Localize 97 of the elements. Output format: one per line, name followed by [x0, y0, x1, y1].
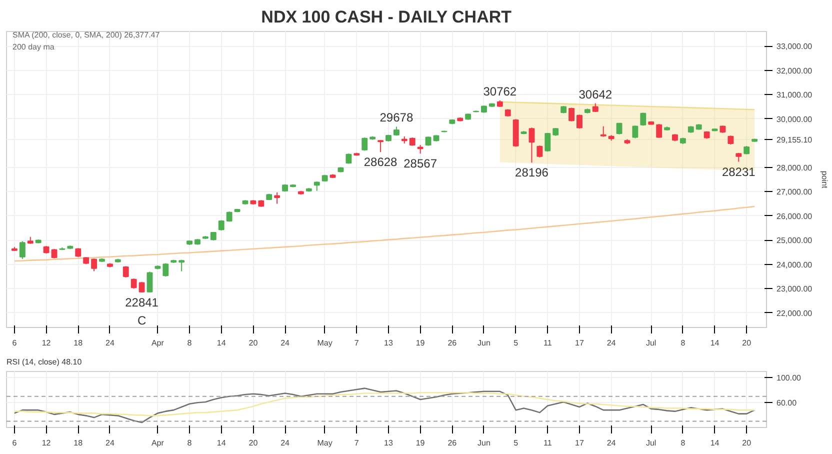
x-tick-label: 11: [544, 338, 552, 348]
x-tick-label: 17: [575, 338, 584, 348]
candlestick: [656, 123, 662, 138]
y-tick-label: 27,000.00: [776, 188, 813, 197]
candlestick: [425, 136, 432, 146]
annotation: 30762: [483, 84, 517, 98]
x-tick-label: 8: [680, 338, 686, 348]
x-tick-label: 7: [354, 338, 360, 348]
annotation: 28196: [515, 166, 549, 180]
x-tick-label: 19: [416, 438, 426, 448]
x-tick-label: May: [317, 338, 332, 348]
candlestick: [378, 140, 384, 153]
x-tick-label: 12: [42, 338, 52, 348]
candlestick: [162, 262, 169, 278]
y-tick-label: 24,000.00: [776, 260, 813, 270]
x-tick-label: 14: [710, 338, 720, 348]
x-tick-label: 18: [74, 338, 84, 348]
x-tick-label: 20: [248, 338, 258, 348]
y-tick-label: 32,000.00: [776, 66, 813, 76]
line-series: [499, 101, 756, 110]
x-tick-label: 11: [544, 438, 552, 448]
y-tick-label: 60.00: [776, 398, 798, 408]
candlestick: [362, 137, 368, 152]
candlestick: [314, 180, 320, 192]
x-tick-label: 24: [280, 438, 290, 448]
candlestick: [544, 132, 551, 152]
candlestick: [600, 126, 606, 138]
x-tick-label: 20: [742, 438, 752, 448]
annotation: 28231: [722, 164, 756, 179]
annotation: 28567: [404, 156, 438, 171]
x-tick-label: Jul: [646, 438, 656, 448]
annotation: C: [137, 314, 146, 328]
annotation: 200 day ma: [12, 42, 55, 52]
annotation: 30642: [578, 87, 612, 102]
x-tick-label: 24: [106, 338, 115, 348]
x-tick-label: May: [317, 438, 332, 448]
candlestick: [19, 240, 26, 260]
candlestick: [568, 107, 574, 122]
x-tick-label: 12: [42, 438, 52, 448]
x-tick-label: 8: [680, 438, 686, 448]
x-tick-label: 24: [280, 338, 290, 348]
x-tick-label: 20: [248, 438, 258, 448]
x-tick-label: 5: [514, 338, 519, 348]
candlestick: [51, 248, 58, 259]
y-tick-label: 100.00: [776, 374, 802, 383]
y-tick-label: 26,000.00: [776, 212, 813, 221]
y-tick-label: 33,000.00: [776, 42, 813, 52]
x-tick-label: Jun: [478, 338, 490, 348]
x-tick-label: 14: [216, 338, 226, 348]
annotation: 28628: [364, 155, 398, 170]
chart-title: RSI (14, close) 48.10: [6, 358, 82, 366]
x-tick-label: 14: [216, 438, 226, 448]
chart-title: NDX 100 CASH - DAILY CHART: [261, 8, 512, 26]
x-tick-label: 26: [448, 338, 458, 348]
candlestick: [274, 192, 280, 204]
x-tick-label: 26: [448, 438, 458, 448]
x-tick-label: Apr: [151, 338, 164, 348]
x-tick-label: 17: [575, 438, 584, 448]
candlestick: [91, 258, 98, 272]
x-tick-label: 14: [710, 438, 720, 448]
x-tick-label: 24: [106, 438, 115, 448]
candlestick: [576, 114, 582, 130]
y-tick-label: 25,000.00: [776, 236, 813, 246]
x-tick-label: 19: [416, 338, 426, 348]
x-tick-label: 7: [354, 438, 360, 448]
x-tick-label: 6: [12, 338, 18, 348]
x-tick-label: 20: [742, 338, 752, 348]
annotation: 29678: [380, 110, 414, 125]
x-tick-label: 24: [606, 438, 616, 448]
x-tick-label: 8: [187, 438, 192, 448]
x-tick-label: Jun: [478, 438, 490, 448]
x-tick-label: 24: [606, 338, 616, 348]
x-tick-label: Jul: [646, 338, 656, 348]
x-tick-label: 6: [12, 438, 18, 448]
line-series: [14, 392, 756, 416]
annotation: SMA (200, close, 0, SMA, 200) 26,377.47: [12, 30, 160, 40]
y-tick-label: 28,000.00: [776, 163, 813, 172]
candlestick: [528, 127, 535, 164]
y-tick-label: 29,155.10: [776, 135, 813, 144]
y-tick-label: 23,000.00: [776, 284, 813, 294]
annotation: 22841: [125, 296, 159, 310]
candlestick: [130, 278, 137, 290]
y-axis-title: point: [820, 170, 830, 189]
y-tick-label: 31,000.00: [776, 90, 813, 100]
x-tick-label: Apr: [151, 438, 164, 448]
x-tick-label: 8: [187, 338, 192, 348]
x-tick-label: 13: [384, 438, 394, 448]
candlestick: [536, 145, 543, 158]
candlestick: [632, 125, 638, 139]
candlestick: [146, 271, 153, 293]
x-tick-label: 13: [384, 338, 394, 348]
candlestick: [122, 266, 129, 278]
x-tick-label: 5: [514, 438, 519, 448]
y-tick-label: 30,000.00: [776, 114, 813, 124]
line-series: [14, 388, 756, 424]
y-tick-label: 22,000.00: [776, 308, 813, 318]
x-tick-label: 18: [74, 438, 84, 448]
